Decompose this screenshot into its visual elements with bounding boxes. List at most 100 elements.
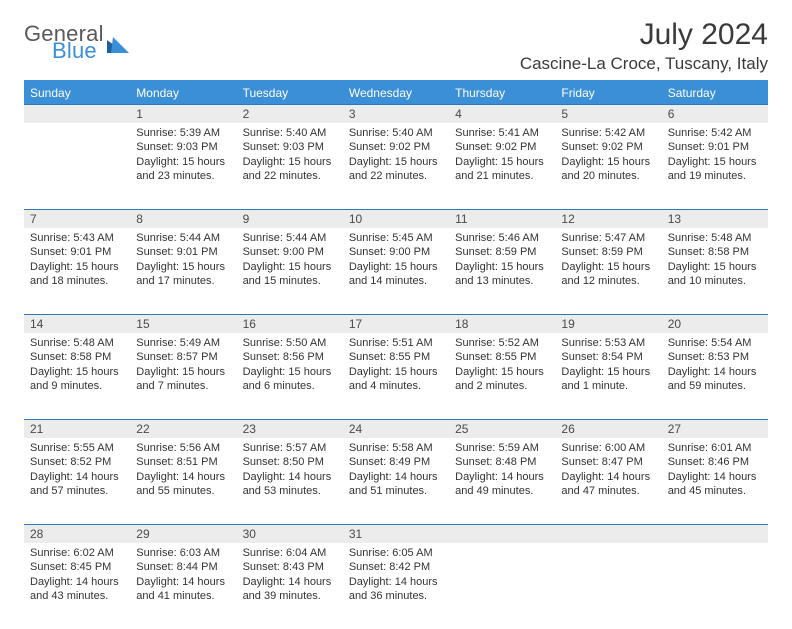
day-content [662, 543, 768, 552]
day-number: 31 [349, 527, 362, 541]
daylight-text: Daylight: 14 hours and 53 minutes. [243, 470, 337, 499]
day-number: 22 [136, 422, 149, 436]
week-row: Sunrise: 5:48 AMSunset: 8:58 PMDaylight:… [24, 333, 768, 420]
day-content: Sunrise: 5:55 AMSunset: 8:52 PMDaylight:… [24, 438, 130, 504]
sunset-text: Sunset: 9:01 PM [136, 245, 230, 259]
sunset-text: Sunset: 8:51 PM [136, 455, 230, 469]
weekday-header: Tuesday [237, 81, 343, 105]
day-number-cell: 5 [555, 105, 661, 124]
sunrise-text: Sunrise: 5:50 AM [243, 336, 337, 350]
sunrise-text: Sunrise: 5:47 AM [561, 231, 655, 245]
day-number-cell [555, 525, 661, 544]
day-number: 24 [349, 422, 362, 436]
day-cell [555, 543, 661, 629]
daylight-text: Daylight: 15 hours and 10 minutes. [668, 260, 762, 289]
week-row: Sunrise: 5:55 AMSunset: 8:52 PMDaylight:… [24, 438, 768, 525]
day-content: Sunrise: 6:05 AMSunset: 8:42 PMDaylight:… [343, 543, 449, 609]
sunset-text: Sunset: 8:42 PM [349, 560, 443, 574]
daylight-text: Daylight: 15 hours and 20 minutes. [561, 155, 655, 184]
daylight-text: Daylight: 14 hours and 47 minutes. [561, 470, 655, 499]
day-cell: Sunrise: 5:42 AMSunset: 9:01 PMDaylight:… [662, 123, 768, 210]
day-number-cell: 21 [24, 420, 130, 439]
sunrise-text: Sunrise: 5:57 AM [243, 441, 337, 455]
day-cell: Sunrise: 5:50 AMSunset: 8:56 PMDaylight:… [237, 333, 343, 420]
daylight-text: Daylight: 15 hours and 13 minutes. [455, 260, 549, 289]
day-cell: Sunrise: 6:01 AMSunset: 8:46 PMDaylight:… [662, 438, 768, 525]
daylight-text: Daylight: 15 hours and 2 minutes. [455, 365, 549, 394]
daylight-text: Daylight: 15 hours and 19 minutes. [668, 155, 762, 184]
day-cell: Sunrise: 5:42 AMSunset: 9:02 PMDaylight:… [555, 123, 661, 210]
day-number-cell: 3 [343, 105, 449, 124]
sunset-text: Sunset: 9:00 PM [243, 245, 337, 259]
location-subtitle: Cascine-La Croce, Tuscany, Italy [520, 54, 768, 74]
day-number-row: 78910111213 [24, 210, 768, 229]
sunset-text: Sunset: 8:46 PM [668, 455, 762, 469]
day-number-cell [449, 525, 555, 544]
day-number: 17 [349, 317, 362, 331]
day-number: 4 [455, 107, 462, 121]
day-cell: Sunrise: 5:40 AMSunset: 9:02 PMDaylight:… [343, 123, 449, 210]
sunrise-text: Sunrise: 6:00 AM [561, 441, 655, 455]
daylight-text: Daylight: 14 hours and 51 minutes. [349, 470, 443, 499]
day-number: 10 [349, 212, 362, 226]
day-content: Sunrise: 5:40 AMSunset: 9:02 PMDaylight:… [343, 123, 449, 189]
sunset-text: Sunset: 8:55 PM [455, 350, 549, 364]
day-number: 5 [561, 107, 568, 121]
day-number-row: 123456 [24, 105, 768, 124]
day-content: Sunrise: 6:02 AMSunset: 8:45 PMDaylight:… [24, 543, 130, 609]
daylight-text: Daylight: 15 hours and 9 minutes. [30, 365, 124, 394]
day-cell: Sunrise: 5:43 AMSunset: 9:01 PMDaylight:… [24, 228, 130, 315]
day-number-cell [24, 105, 130, 124]
sunrise-text: Sunrise: 5:51 AM [349, 336, 443, 350]
sunrise-text: Sunrise: 5:40 AM [349, 126, 443, 140]
title-block: July 2024 Cascine-La Croce, Tuscany, Ita… [520, 18, 768, 74]
day-number-cell: 31 [343, 525, 449, 544]
sunrise-text: Sunrise: 6:04 AM [243, 546, 337, 560]
day-content: Sunrise: 5:53 AMSunset: 8:54 PMDaylight:… [555, 333, 661, 399]
day-content [555, 543, 661, 552]
sunrise-text: Sunrise: 5:54 AM [668, 336, 762, 350]
daylight-text: Daylight: 14 hours and 49 minutes. [455, 470, 549, 499]
day-number: 16 [243, 317, 256, 331]
daylight-text: Daylight: 14 hours and 57 minutes. [30, 470, 124, 499]
daylight-text: Daylight: 15 hours and 1 minute. [561, 365, 655, 394]
day-content: Sunrise: 5:56 AMSunset: 8:51 PMDaylight:… [130, 438, 236, 504]
day-number-cell [662, 525, 768, 544]
daylight-text: Daylight: 14 hours and 59 minutes. [668, 365, 762, 394]
logo-blue-text: Blue [52, 41, 104, 62]
day-number: 1 [136, 107, 143, 121]
weekday-header: Saturday [662, 81, 768, 105]
sunrise-text: Sunrise: 5:42 AM [561, 126, 655, 140]
day-content: Sunrise: 5:59 AMSunset: 8:48 PMDaylight:… [449, 438, 555, 504]
sunrise-text: Sunrise: 6:02 AM [30, 546, 124, 560]
day-cell: Sunrise: 5:39 AMSunset: 9:03 PMDaylight:… [130, 123, 236, 210]
day-number-cell: 22 [130, 420, 236, 439]
daylight-text: Daylight: 15 hours and 22 minutes. [349, 155, 443, 184]
day-number-cell: 28 [24, 525, 130, 544]
day-number: 14 [30, 317, 43, 331]
sunrise-text: Sunrise: 5:45 AM [349, 231, 443, 245]
logo-triangle-icon [107, 37, 129, 53]
day-number-cell: 10 [343, 210, 449, 229]
day-cell: Sunrise: 6:03 AMSunset: 8:44 PMDaylight:… [130, 543, 236, 629]
daylight-text: Daylight: 14 hours and 36 minutes. [349, 575, 443, 604]
daylight-text: Daylight: 15 hours and 21 minutes. [455, 155, 549, 184]
day-content: Sunrise: 5:47 AMSunset: 8:59 PMDaylight:… [555, 228, 661, 294]
daylight-text: Daylight: 15 hours and 22 minutes. [243, 155, 337, 184]
day-number: 21 [30, 422, 43, 436]
day-number-cell: 20 [662, 315, 768, 334]
day-cell: Sunrise: 5:47 AMSunset: 8:59 PMDaylight:… [555, 228, 661, 315]
day-number-cell: 14 [24, 315, 130, 334]
weekday-header: Friday [555, 81, 661, 105]
day-cell: Sunrise: 5:44 AMSunset: 9:00 PMDaylight:… [237, 228, 343, 315]
day-cell: Sunrise: 5:54 AMSunset: 8:53 PMDaylight:… [662, 333, 768, 420]
day-number: 27 [668, 422, 681, 436]
day-number: 2 [243, 107, 250, 121]
day-cell: Sunrise: 5:56 AMSunset: 8:51 PMDaylight:… [130, 438, 236, 525]
day-number-cell: 12 [555, 210, 661, 229]
day-number: 13 [668, 212, 681, 226]
day-cell: Sunrise: 5:40 AMSunset: 9:03 PMDaylight:… [237, 123, 343, 210]
day-cell: Sunrise: 6:00 AMSunset: 8:47 PMDaylight:… [555, 438, 661, 525]
day-cell: Sunrise: 6:02 AMSunset: 8:45 PMDaylight:… [24, 543, 130, 629]
day-number-cell: 18 [449, 315, 555, 334]
